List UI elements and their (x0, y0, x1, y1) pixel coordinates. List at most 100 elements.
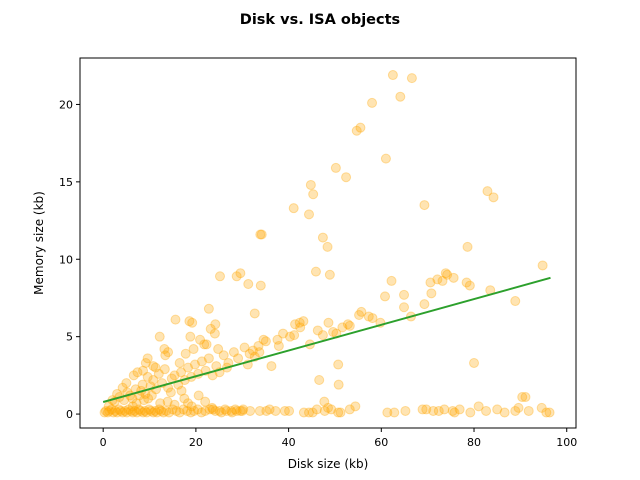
data-point (513, 402, 524, 413)
data-point (510, 405, 521, 416)
data-point (148, 375, 159, 386)
data-point (344, 320, 355, 331)
data-point (203, 303, 214, 314)
data-point (284, 405, 295, 416)
data-point (499, 407, 510, 418)
data-point (167, 404, 178, 415)
data-point (482, 186, 493, 197)
data-point (183, 362, 194, 373)
data-point (308, 189, 319, 200)
data-point (189, 359, 200, 370)
chart-title: Disk vs. ISA objects (240, 12, 400, 28)
data-point (154, 404, 165, 415)
data-point (237, 405, 248, 416)
data-point (178, 404, 189, 415)
data-point (382, 407, 393, 418)
y-tick-label: 15 (59, 176, 73, 189)
data-point (138, 365, 149, 376)
data-point (228, 347, 239, 358)
data-point (99, 407, 110, 418)
data-point (350, 401, 361, 412)
data-point (312, 325, 323, 336)
data-point (131, 398, 142, 409)
data-point (159, 344, 170, 355)
data-point (380, 291, 391, 302)
data-point (160, 350, 171, 361)
data-point (127, 401, 138, 412)
data-point (341, 172, 352, 183)
data-point (421, 404, 432, 415)
data-point (230, 404, 241, 415)
y-axis-ticks: 0 5 10 15 20 (59, 98, 80, 421)
data-point (100, 405, 111, 416)
data-point (254, 405, 265, 416)
data-point (333, 407, 344, 418)
data-point (256, 229, 267, 240)
data-point (214, 271, 225, 282)
data-point (330, 162, 341, 173)
data-point (210, 319, 221, 330)
data-point (465, 407, 476, 418)
data-point (255, 229, 266, 240)
data-point (473, 401, 484, 412)
data-point (184, 316, 195, 327)
data-point (432, 274, 443, 285)
data-point (235, 268, 246, 279)
data-point (113, 404, 124, 415)
data-point (102, 407, 113, 418)
data-point (180, 348, 191, 359)
data-point (433, 405, 444, 416)
data-point (335, 407, 346, 418)
data-point (169, 399, 180, 410)
data-point (112, 407, 123, 418)
data-point (417, 404, 428, 415)
data-point (406, 73, 417, 84)
x-tick-label: 20 (189, 436, 203, 449)
data-point (163, 347, 174, 358)
data-point (544, 407, 555, 418)
data-point (135, 405, 146, 416)
data-point (183, 398, 194, 409)
x-axis-label: Disk size (kb) (288, 457, 369, 471)
data-point (488, 192, 499, 203)
data-point (307, 407, 318, 418)
data-points (99, 70, 555, 418)
data-point (249, 308, 260, 319)
data-point (395, 91, 406, 102)
plot-area-frame (79, 57, 577, 429)
data-point (170, 314, 181, 325)
data-point (133, 404, 144, 415)
data-point (132, 367, 143, 378)
y-tick-label: 10 (59, 253, 73, 266)
data-point (138, 395, 149, 406)
data-point (254, 347, 265, 358)
data-point (207, 402, 218, 413)
data-point (367, 97, 378, 108)
data-point (319, 405, 330, 416)
data-point (273, 340, 284, 351)
data-point (156, 405, 167, 416)
data-point (380, 153, 391, 164)
data-point (260, 336, 271, 347)
data-point (314, 375, 325, 386)
data-point (449, 407, 460, 418)
data-point (142, 353, 153, 364)
data-point (492, 404, 503, 415)
data-point (208, 404, 219, 415)
data-point (245, 405, 256, 416)
data-point (193, 390, 204, 401)
data-point (520, 392, 531, 403)
data-point (386, 275, 397, 286)
data-point (537, 260, 548, 271)
data-point (355, 122, 366, 133)
data-point (298, 316, 309, 327)
data-point (150, 362, 161, 373)
data-point (426, 288, 437, 299)
data-point (243, 279, 254, 290)
data-point (523, 405, 534, 416)
data-point (139, 405, 150, 416)
data-point (356, 306, 367, 317)
data-point (158, 407, 169, 418)
data-point (400, 405, 411, 416)
data-point (154, 331, 165, 342)
